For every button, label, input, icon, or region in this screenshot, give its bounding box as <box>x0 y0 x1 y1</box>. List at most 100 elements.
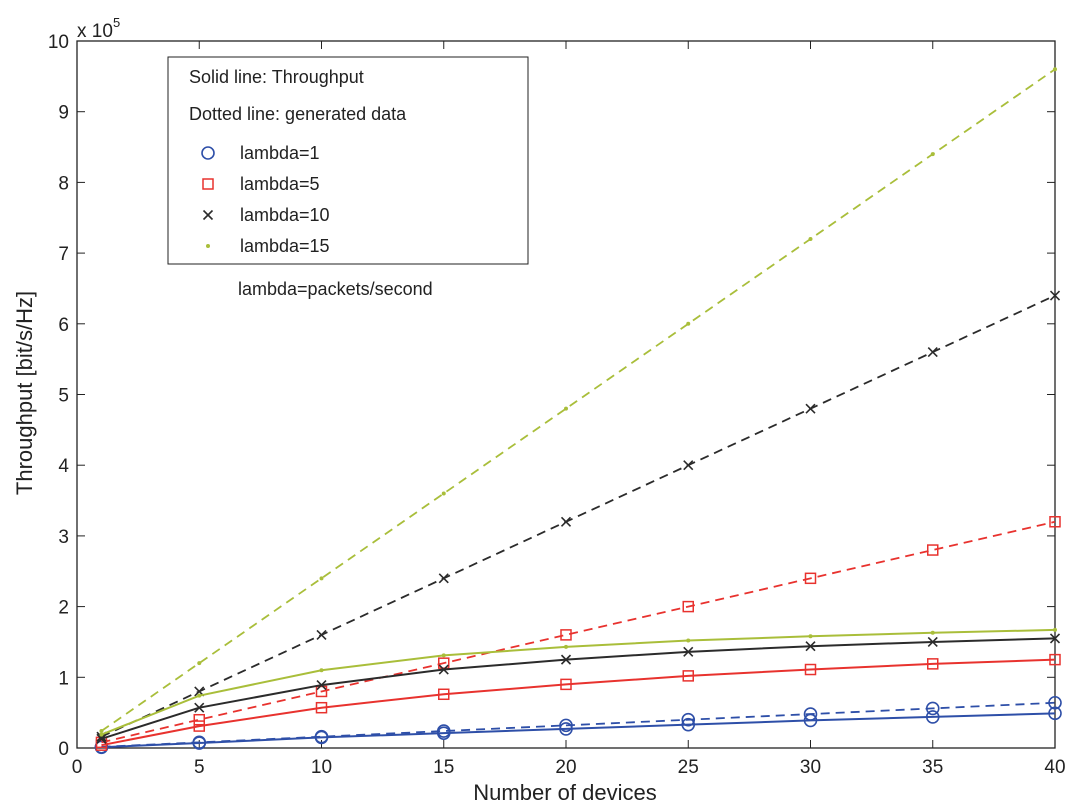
throughput-point <box>194 702 205 713</box>
y-axis-label: Throughput [bit/s/Hz] <box>12 291 37 495</box>
y-tick-label: 0 <box>58 739 69 760</box>
x-tick-label: 25 <box>678 757 699 778</box>
throughput-point <box>805 641 816 652</box>
throughput-point <box>681 717 696 732</box>
legend-entry-label: lambda=15 <box>240 236 330 256</box>
generated-data-point <box>930 152 935 157</box>
throughput-point <box>315 701 328 714</box>
generated-data-point <box>1048 695 1062 710</box>
throughput-point <box>682 670 694 682</box>
generated-data-point <box>1049 290 1061 301</box>
throughput-point <box>96 733 107 744</box>
generated-data-point <box>683 460 694 471</box>
y-tick-label: 2 <box>58 598 69 619</box>
throughput-point <box>193 720 205 732</box>
throughput-point <box>197 693 202 698</box>
lambda-note: lambda=packets/second <box>238 279 433 299</box>
legend-entries: lambda=1 lambda=5 lambda=10 lambda=15 <box>201 143 330 256</box>
throughput-point <box>1048 706 1062 721</box>
generated-data-point <box>438 657 450 669</box>
legend-marker <box>206 244 210 248</box>
series-group <box>94 67 1062 755</box>
throughput-point <box>192 736 207 750</box>
series-lambda-1 <box>94 695 1062 755</box>
x-tick-label: 20 <box>555 757 576 778</box>
axis-ticks: 0 5 10 15 20 25 30 35 40 0 1 2 3 4 5 6 7 8 9 10 <box>48 32 1066 778</box>
throughput-point <box>441 653 446 658</box>
y-multiplier-exponent: 5 <box>113 15 120 30</box>
throughput-point <box>560 678 572 691</box>
throughput-point <box>99 732 104 737</box>
generated-data-point <box>686 321 691 326</box>
throughput-point <box>686 638 691 643</box>
generated-data-point <box>681 712 696 727</box>
x-tick-label: 0 <box>72 757 83 778</box>
x-axis-label: Number of devices <box>473 780 656 805</box>
y-tick-label: 8 <box>58 173 69 194</box>
generated-data-point <box>927 347 938 358</box>
throughput-point <box>927 636 938 648</box>
generated-data-point <box>319 576 324 581</box>
throughput-line <box>101 637 1056 740</box>
generated-data-point <box>559 718 573 733</box>
throughput-point <box>559 722 573 736</box>
throughput-point <box>1049 653 1061 666</box>
throughput-line <box>101 658 1056 747</box>
y-tick-label: 5 <box>58 386 69 407</box>
generated-data-point <box>925 701 940 716</box>
y-tick-label: 6 <box>58 315 69 336</box>
throughput-point <box>438 664 449 675</box>
x-tick-label: 15 <box>433 757 454 778</box>
legend: Solid line: Throughput Dotted line: gene… <box>167 56 529 265</box>
series-lambda-10 <box>96 290 1061 744</box>
generated-data-point <box>804 572 817 585</box>
throughput-point <box>560 654 572 665</box>
y-tick-label: 1 <box>58 668 69 689</box>
generated-data-point <box>99 729 104 734</box>
throughput-point <box>316 680 327 691</box>
generated-data-point <box>197 661 202 666</box>
generated-data-point <box>193 713 205 726</box>
y-tick-label: 3 <box>58 527 69 548</box>
generated-data-point <box>438 573 449 584</box>
generated-data-point <box>927 544 939 556</box>
throughput-point <box>564 644 568 649</box>
y-tick-label: 9 <box>58 103 69 124</box>
x-tick-label: 40 <box>1044 757 1065 778</box>
generated-data-line <box>100 68 1056 732</box>
y-tick-label: 7 <box>58 244 69 265</box>
generated-data-point <box>564 406 568 411</box>
generated-data-point <box>1053 67 1057 72</box>
generated-data-point <box>560 629 572 641</box>
throughput-point <box>803 713 818 728</box>
generated-data-line <box>101 294 1056 738</box>
throughput-point <box>314 730 329 745</box>
legend-entry-label: lambda=1 <box>240 143 320 163</box>
generated-data-point <box>315 685 328 698</box>
throughput-point <box>804 663 817 676</box>
generated-data-point <box>808 236 813 241</box>
throughput-point <box>319 668 324 673</box>
generated-data-point <box>441 491 446 496</box>
y-tick-label: 10 <box>48 32 69 53</box>
y-multiplier-label: x 10 <box>77 21 113 42</box>
throughput-point <box>930 630 935 635</box>
throughput-line <box>101 712 1056 749</box>
x-tick-label: 10 <box>311 757 332 778</box>
throughput-point <box>436 726 451 740</box>
generated-data-point <box>803 707 818 721</box>
series-lambda-15 <box>99 67 1057 737</box>
y-tick-label: 4 <box>58 456 69 477</box>
throughput-point <box>1053 627 1057 632</box>
generated-data-line <box>101 520 1056 744</box>
legend-header-solid: Solid line: Throughput <box>189 67 364 87</box>
legend-entry-label: lambda=5 <box>240 174 320 194</box>
generated-data-point <box>560 516 572 527</box>
throughput-point <box>927 658 939 670</box>
generated-data-point <box>805 403 816 414</box>
x-tick-label: 5 <box>194 757 205 778</box>
throughput-point <box>808 634 813 639</box>
throughput-point <box>925 710 940 724</box>
x-tick-label: 35 <box>922 757 943 778</box>
